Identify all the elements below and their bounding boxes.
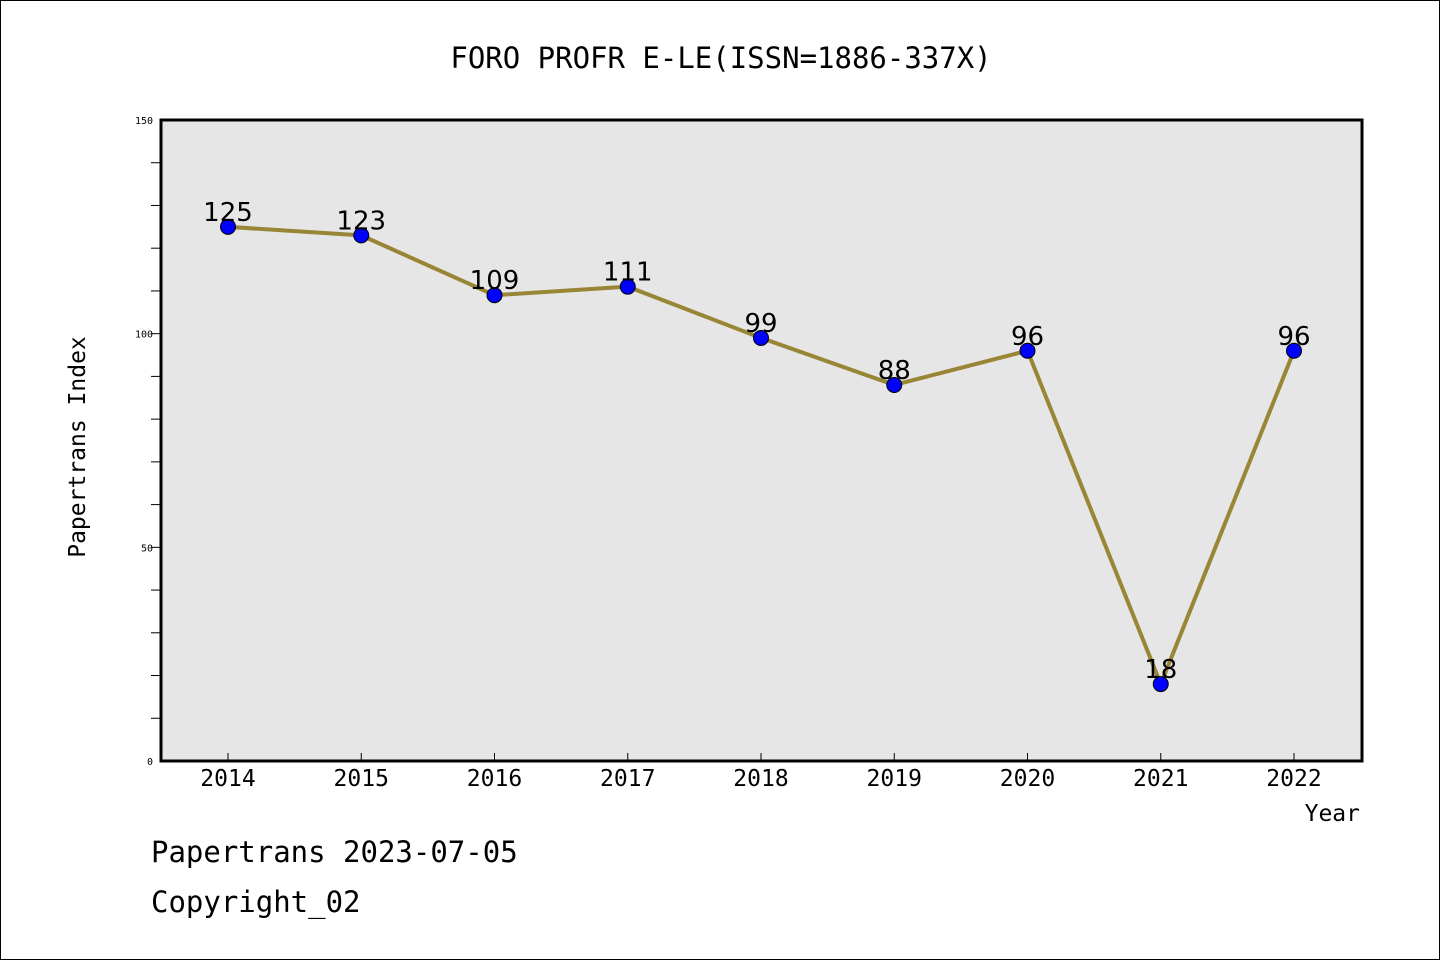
x-tick-label: 2016	[467, 766, 522, 792]
series-markers	[220, 218, 1302, 693]
y-tick-label: 0	[147, 757, 153, 768]
data-point-marker	[753, 329, 769, 346]
data-point-marker	[353, 227, 370, 244]
y-tick-label: 100	[135, 330, 153, 341]
y-tick-label: 50	[141, 543, 153, 554]
x-tick-label: 2014	[200, 766, 255, 792]
data-label: 96	[1011, 322, 1044, 352]
data-label: 99	[744, 309, 777, 339]
y-axis-label: Papertrans Index	[65, 336, 91, 558]
data-point-marker	[220, 218, 236, 235]
x-tick-label: 2018	[733, 766, 788, 792]
y-axis-tick-labels: 0 50 100 150	[135, 116, 153, 768]
x-axis-ticks	[227, 753, 1295, 761]
data-label: 111	[603, 258, 653, 288]
x-tick-label: 2022	[1266, 766, 1321, 792]
data-labels: 125 123 109 111 99 88 96 18 96	[203, 198, 1310, 685]
data-point-marker	[619, 278, 636, 295]
x-tick-label: 2020	[1000, 766, 1055, 792]
data-label: 123	[336, 206, 386, 236]
y-tick-label: 150	[135, 116, 153, 127]
x-tick-label: 2019	[867, 766, 922, 792]
x-tick-label: 2015	[334, 766, 389, 792]
data-point-marker	[1152, 676, 1169, 693]
data-label: 96	[1277, 322, 1310, 352]
x-axis-tick-labels: 2014 2015 2016 2017 2018 2019 2020 2021 2022	[200, 766, 1321, 792]
data-point-marker	[1286, 342, 1302, 359]
x-tick-label: 2017	[600, 766, 655, 792]
footer-source-date: Papertrans 2023-07-05	[151, 835, 518, 869]
data-point-marker	[886, 376, 903, 393]
plot-area	[159, 118, 1364, 763]
footer-copyright: Copyright_02	[151, 885, 361, 919]
data-label: 125	[203, 198, 253, 228]
data-label: 109	[470, 266, 520, 296]
data-label: 88	[878, 356, 911, 386]
y-axis-ticks	[151, 162, 161, 719]
data-label: 18	[1144, 655, 1177, 685]
data-point-marker	[1019, 342, 1036, 359]
chart-title: FORO PROFR E-LE(ISSN=1886-337X)	[450, 41, 991, 75]
x-tick-label: 2021	[1133, 766, 1188, 792]
data-point-marker	[486, 287, 503, 304]
x-axis-label: Year	[1305, 801, 1360, 827]
